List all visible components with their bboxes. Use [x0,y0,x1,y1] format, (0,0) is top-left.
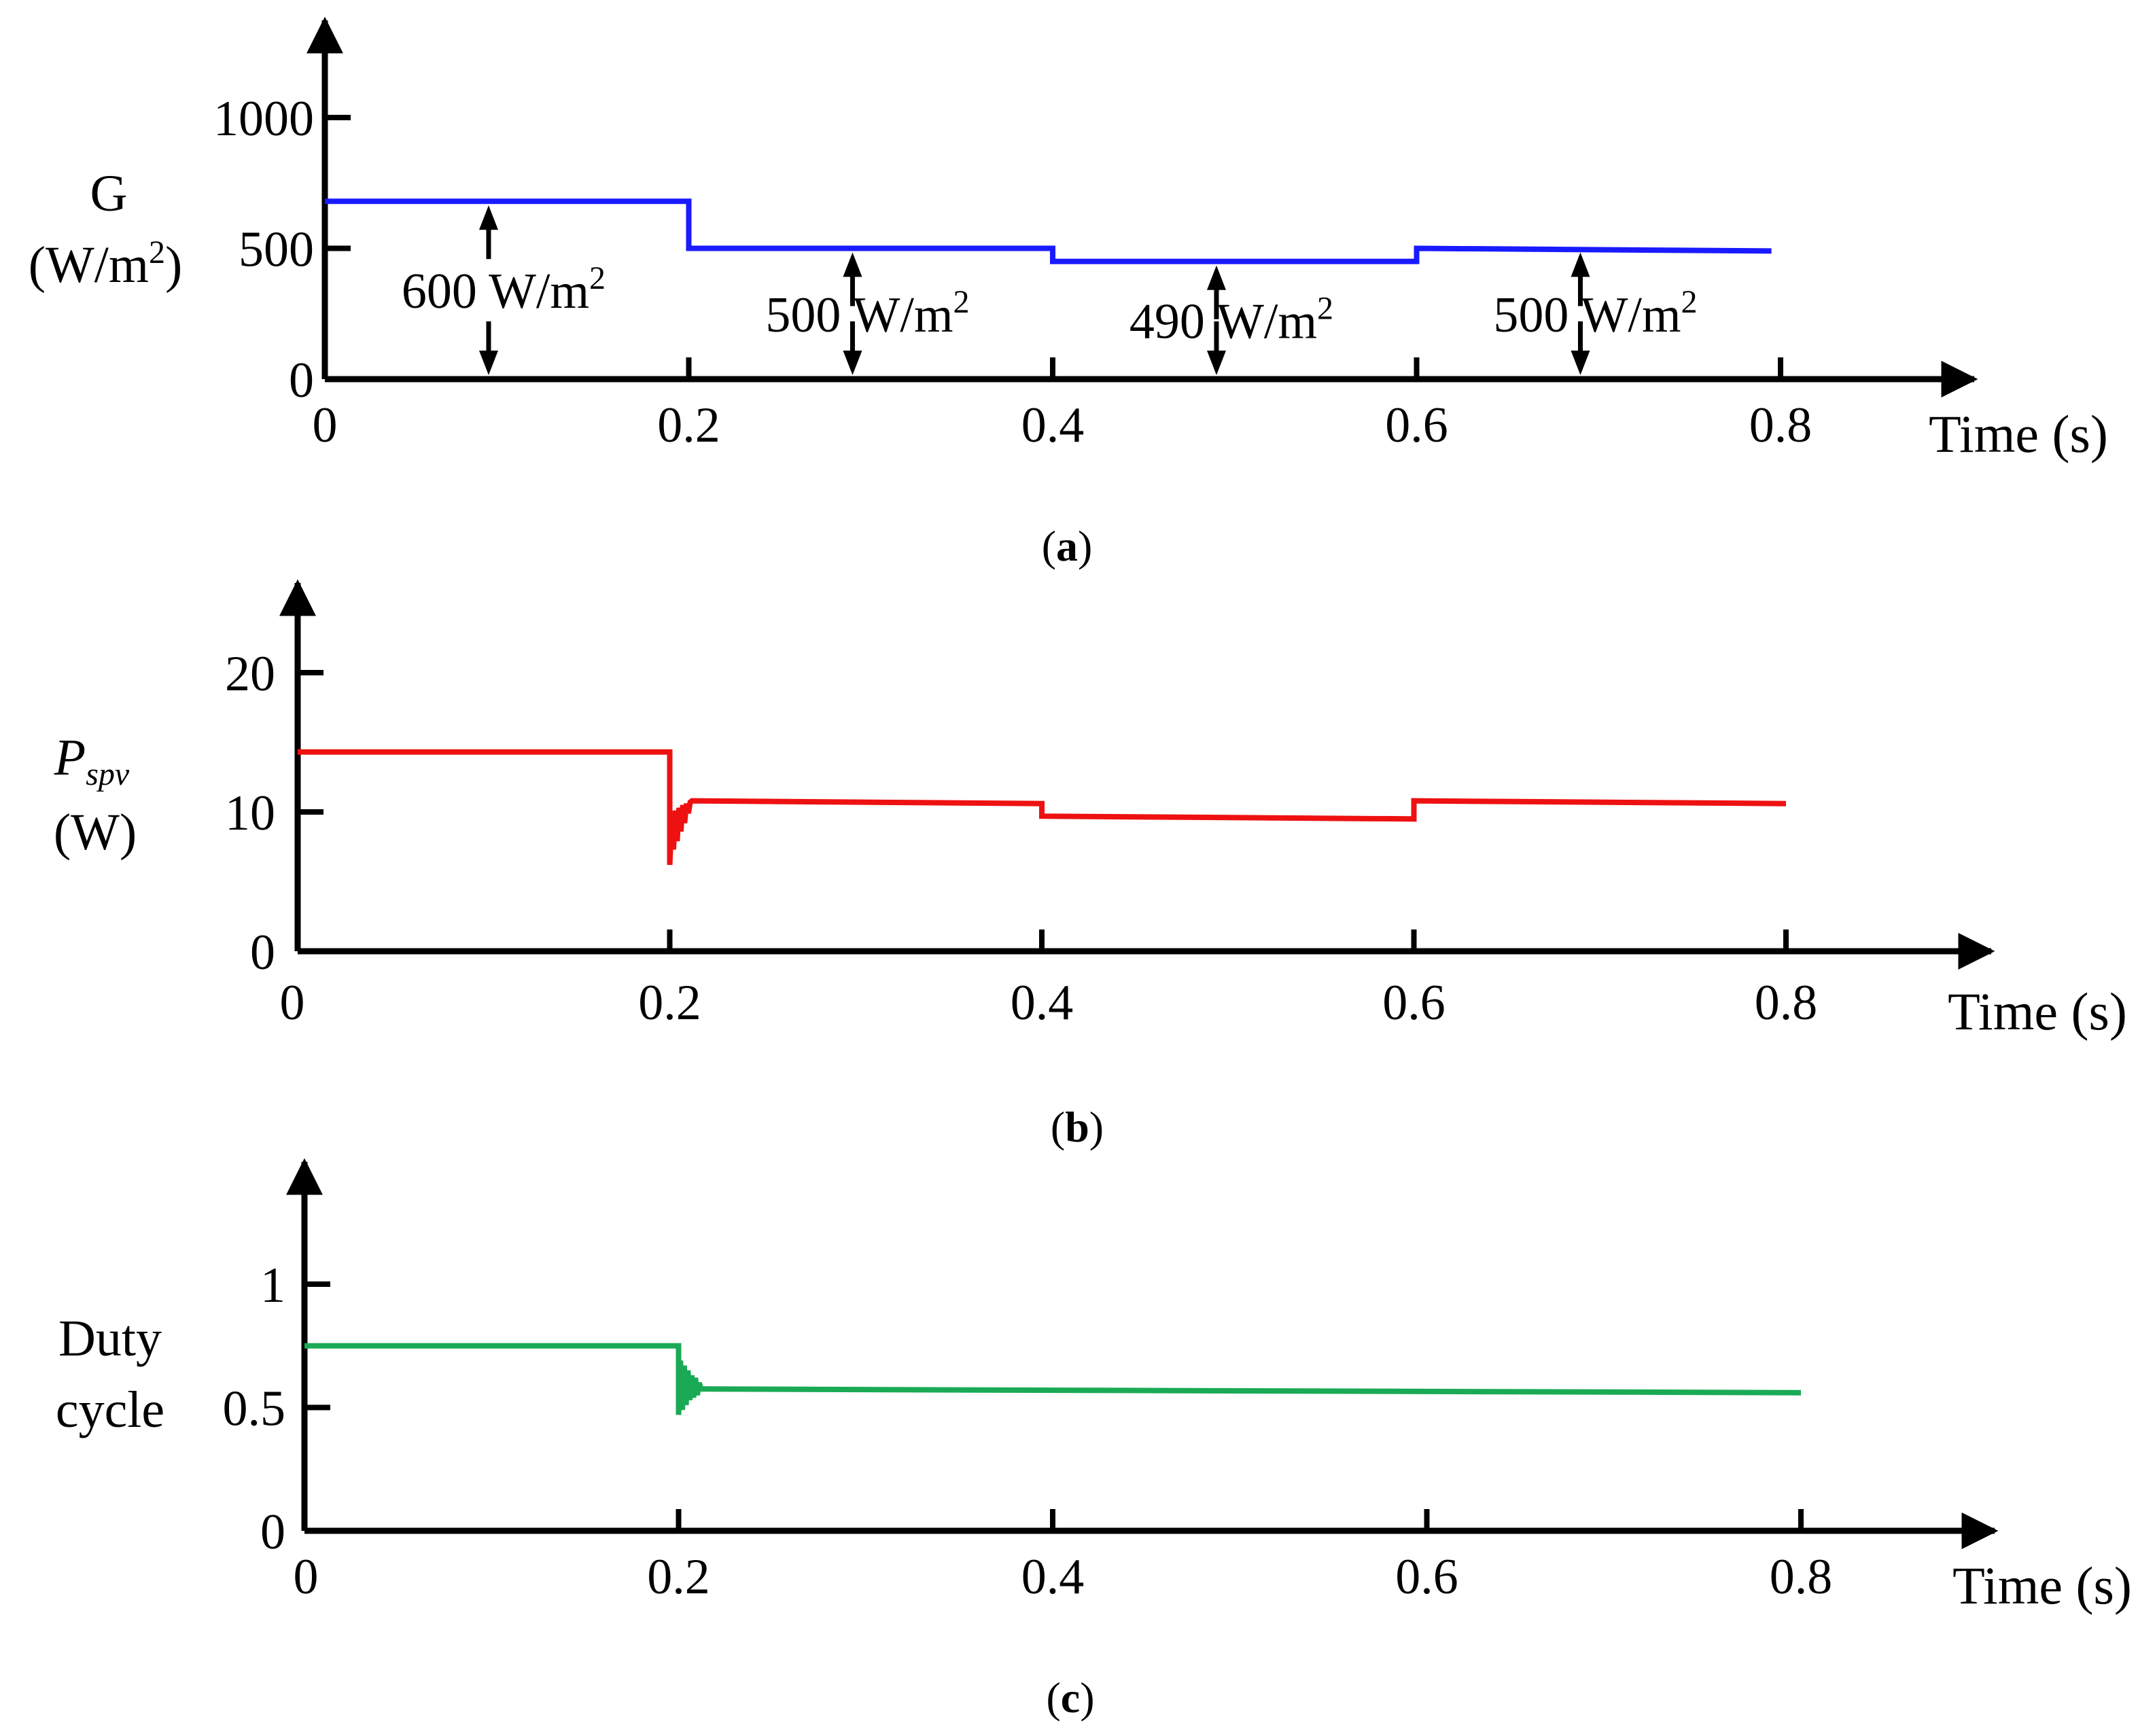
panel-a-annotation: 500 W/m2 [1493,252,1698,375]
panel-c-y-tick-label: 0 [260,1504,285,1560]
panel-b-y-tick-label: 20 [225,646,275,702]
annotation-label: 500 W/m2 [765,284,969,343]
panel-b-xlabel: Time (s) [1948,982,2127,1041]
annotation-label: 600 W/m2 [402,260,606,319]
panel-a-y-tick-label: 0 [289,353,314,408]
annotation-arrow-up-icon [1571,252,1590,277]
panel-b-y-tick-label: 0 [250,925,275,980]
panel-c-caption: (c) [1046,1673,1094,1722]
panel-c-x-tick-label: 0.8 [1770,1549,1833,1605]
panel-c-xlabel: Time (s) [1952,1556,2132,1615]
panel-c-ticks: 0 0.2 0.4 0.6 0.8 0 0.5 1 [223,1258,1833,1605]
panel-a-series-line [325,198,1772,264]
panel-b-ticks: 0 0.2 0.4 0.6 0.8 0 10 20 [225,646,1817,1031]
panel-c-y-tick-label: 1 [260,1258,285,1313]
panel-b: Pspv (W) 0 0.2 0.4 0.6 0.8 0 10 20 Time (s) (b) [54,579,2127,1151]
panel-b-y-tick-label: 10 [225,785,275,841]
panel-a-ticks: 0 0.2 0.4 0.6 0.8 0 500 1000 [213,91,1812,453]
panel-a-series [325,198,1772,264]
panel-b-ylabel-p: Pspv [54,729,130,792]
panel-b-ylabel-unit: (W) [54,804,137,861]
panel-c-x-tick-label: 0.6 [1395,1549,1458,1605]
annotation-arrow-down-icon [843,351,862,375]
panel-c-x-tick-label: 0.2 [647,1549,710,1605]
panel-a-y-tick-label: 500 [239,222,314,278]
panel-a-x-tick-label: 0.6 [1385,397,1448,453]
annotation-arrow-down-icon [478,351,498,375]
annotation-arrow-up-icon [843,252,862,277]
panel-c-series [304,1343,1802,1415]
panel-c-x-tick-label: 0 [294,1549,319,1605]
panel-a-annotation: 490 W/m2 [1129,265,1333,375]
panel-b-caption: (b) [1051,1103,1104,1151]
annotation-arrow-down-icon [1206,351,1226,375]
panel-c-series-line [304,1343,1802,1415]
panel-b-series [298,749,1787,866]
panel-a-caption: (a) [1042,522,1093,570]
panel-a-x-tick-label: 0.4 [1021,397,1085,453]
panel-a-x-tick-label: 0 [313,397,338,453]
annotation-arrow-up-icon [1206,265,1226,290]
panel-b-x-tick-label: 0.2 [638,975,701,1031]
panel-c-ylabel-duty: Duty [58,1310,162,1367]
panel-a: G (W/m2) 0 0.2 0.4 0.6 0.8 0 500 1000 600 W/m2 5… [29,16,2108,570]
panel-a-annotation: 600 W/m2 [402,205,606,375]
annotation-label: 490 W/m2 [1129,290,1333,349]
panel-a-ylabel-unit: (W/m2) [29,234,183,294]
annotation-arrow-down-icon [1571,351,1590,375]
panel-a-ylabel-g: G [90,165,128,222]
panel-b-axes [279,579,1995,970]
panel-a-y-tick-label: 1000 [213,91,314,147]
panel-a-annotations: 600 W/m2 500 W/m2 490 W/m2 500 W/m2 [402,205,1698,375]
panel-c-x-tick-label: 0.4 [1021,1549,1085,1605]
panel-c-y-tick-label: 0.5 [223,1381,286,1437]
annotation-label: 500 W/m2 [1493,284,1697,343]
panel-b-x-tick-label: 0.4 [1011,975,1074,1031]
panel-b-x-tick-label: 0.6 [1382,975,1446,1031]
panel-c-ylabel-cycle: cycle [56,1381,164,1438]
annotation-arrow-up-icon [478,205,498,230]
panel-a-x-tick-label: 0.8 [1749,397,1812,453]
panel-a-annotation: 500 W/m2 [765,252,970,375]
panel-b-series-line [298,749,1787,866]
panel-b-x-tick-label: 0 [280,975,305,1031]
panel-b-x-tick-label: 0.8 [1755,975,1818,1031]
panel-a-x-tick-label: 0.2 [657,397,720,453]
panel-a-xlabel: Time (s) [1929,404,2108,463]
panel-c: Duty cycle 0 0.2 0.4 0.6 0.8 0 0.5 1 Time (s) (… [56,1158,2132,1722]
